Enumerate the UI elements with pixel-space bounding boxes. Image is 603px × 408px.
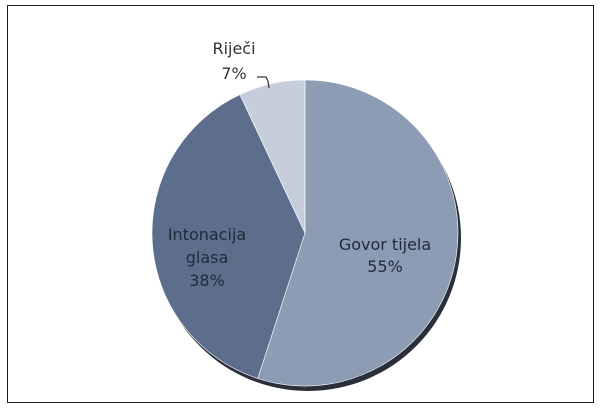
leader-line-rijeci — [257, 76, 270, 89]
pie-slice-intonacija-glasa — [151, 94, 306, 379]
slice-label-rije-i-line-0: Riječi — [212, 39, 255, 58]
slice-label-rije-i-line-1: 7% — [221, 64, 246, 83]
slice-label-intonacija-glasa-line-0: Intonacija — [168, 225, 246, 244]
slice-label-intonacija-glasa-line-2: 38% — [189, 271, 225, 290]
slice-label-govor-tijela-line-1: 55% — [367, 257, 403, 276]
pie-slice-rije-i — [239, 79, 306, 234]
slice-label-intonacija-glasa-line-1: glasa — [186, 248, 229, 267]
slice-label-govor-tijela-line-0: Govor tijela — [339, 235, 431, 254]
pie-slice-govor-tijela — [257, 79, 459, 387]
